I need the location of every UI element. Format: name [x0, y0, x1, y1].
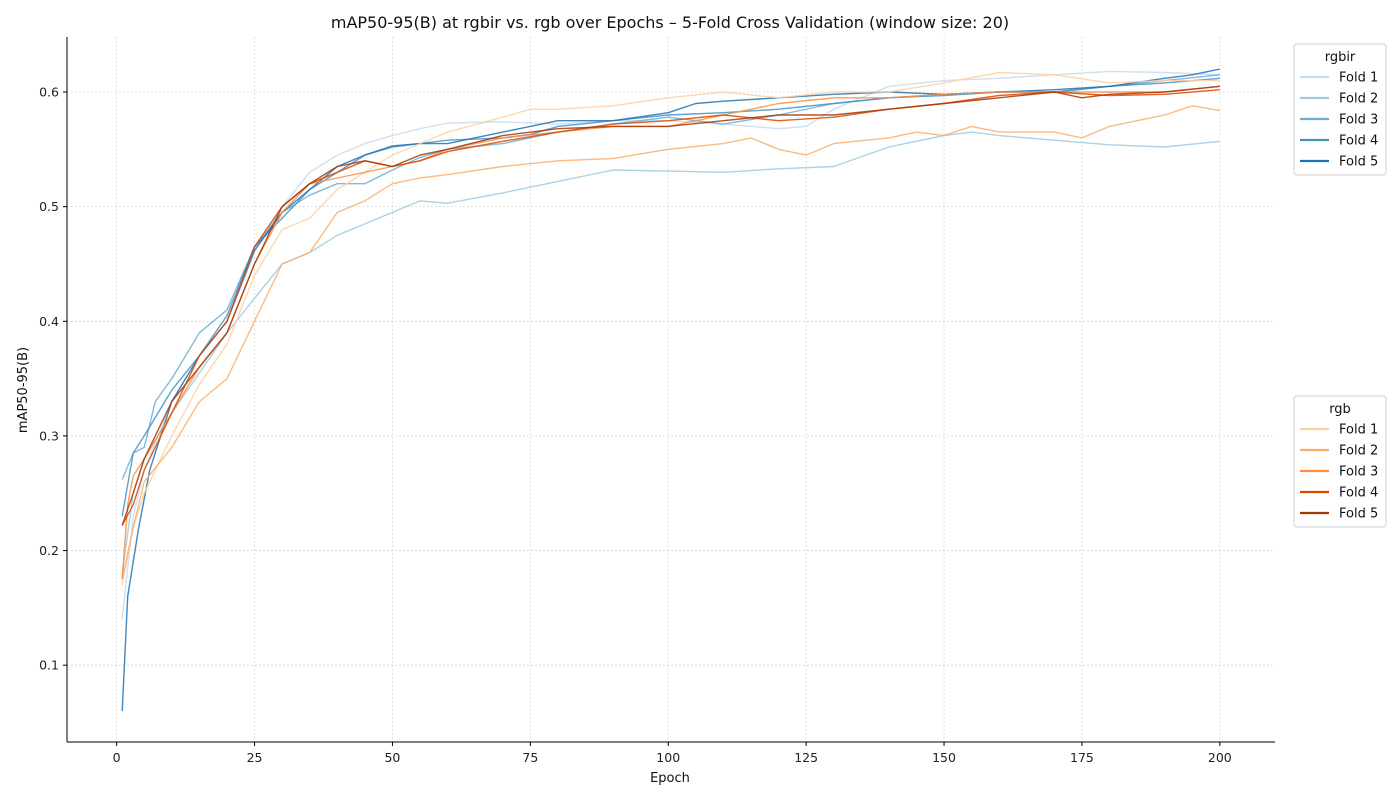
- y-axis-ticks: 0.1 0.2 0.3 0.4 0.5 0.6: [39, 85, 67, 673]
- y-tick-label: 0.3: [39, 428, 59, 443]
- x-axis-ticks: 0 25 50 75 100 125 150 175 200: [113, 742, 1232, 765]
- series-line-rgb-fold-4: [121, 89, 1220, 526]
- legend-entry-label: Fold 2: [1339, 444, 1378, 459]
- y-tick-label: 0.1: [39, 658, 59, 673]
- x-tick-label: 175: [1070, 750, 1094, 765]
- series-line-rgbir-fold-3: [121, 74, 1220, 480]
- legend-entry-label: Fold 1: [1339, 423, 1378, 438]
- series-line-rgb-fold-5: [121, 85, 1220, 526]
- x-tick-label: 0: [113, 750, 121, 765]
- legend-entry-label: Fold 5: [1339, 507, 1378, 522]
- x-tick-label: 150: [932, 750, 956, 765]
- legend-rgb: rgb Fold 1 Fold 2 Fold 3 Fold 4 Fold 5: [1293, 395, 1387, 528]
- legend-entry-label: Fold 3: [1339, 465, 1378, 480]
- legend-rgbir: rgbir Fold 1 Fold 2 Fold 3 Fold 4 Fold 5: [1293, 43, 1387, 176]
- legend-entry-label: Fold 1: [1339, 71, 1378, 86]
- legend-entry-label: Fold 4: [1339, 486, 1378, 501]
- x-tick-label: 75: [522, 750, 538, 765]
- series-line-rgb-fold-2: [121, 105, 1220, 580]
- y-tick-label: 0.4: [39, 314, 59, 329]
- x-tick-label: 200: [1208, 750, 1232, 765]
- chart-title: mAP50-95(B) at rgbir vs. rgb over Epochs…: [331, 13, 1009, 32]
- legend-entry-label: Fold 4: [1339, 134, 1378, 149]
- series-line-rgb-fold-3: [121, 85, 1220, 580]
- legend-entry-label: Fold 3: [1339, 113, 1378, 128]
- legends: rgbir Fold 1 Fold 2 Fold 3 Fold 4 Fold 5 rgb Fo…: [1293, 43, 1387, 528]
- y-tick-label: 0.2: [39, 543, 59, 558]
- series-line-rgb-fold-1: [121, 71, 1220, 586]
- legend-title: rgb: [1329, 402, 1351, 417]
- y-tick-label: 0.5: [39, 199, 59, 214]
- series-line-rgbir-fold-2: [121, 131, 1220, 574]
- y-axis-label: mAP50-95(B): [16, 347, 31, 433]
- axes: [66, 37, 1275, 743]
- legend-entry-label: Fold 5: [1339, 155, 1378, 170]
- x-tick-label: 125: [794, 750, 818, 765]
- x-tick-label: 50: [384, 750, 400, 765]
- x-tick-label: 100: [656, 750, 680, 765]
- series-line-rgbir-fold-4: [121, 77, 1220, 517]
- legend-entry-label: Fold 2: [1339, 92, 1378, 107]
- x-axis-label: Epoch: [650, 771, 690, 786]
- grid: [67, 37, 1275, 742]
- y-tick-label: 0.6: [39, 85, 59, 100]
- series-line-rgbir-fold-1: [121, 70, 1220, 620]
- x-tick-label: 25: [247, 750, 263, 765]
- series-lines: [121, 68, 1220, 712]
- legend-title: rgbir: [1325, 50, 1356, 65]
- series-line-rgbir-fold-5: [121, 68, 1220, 712]
